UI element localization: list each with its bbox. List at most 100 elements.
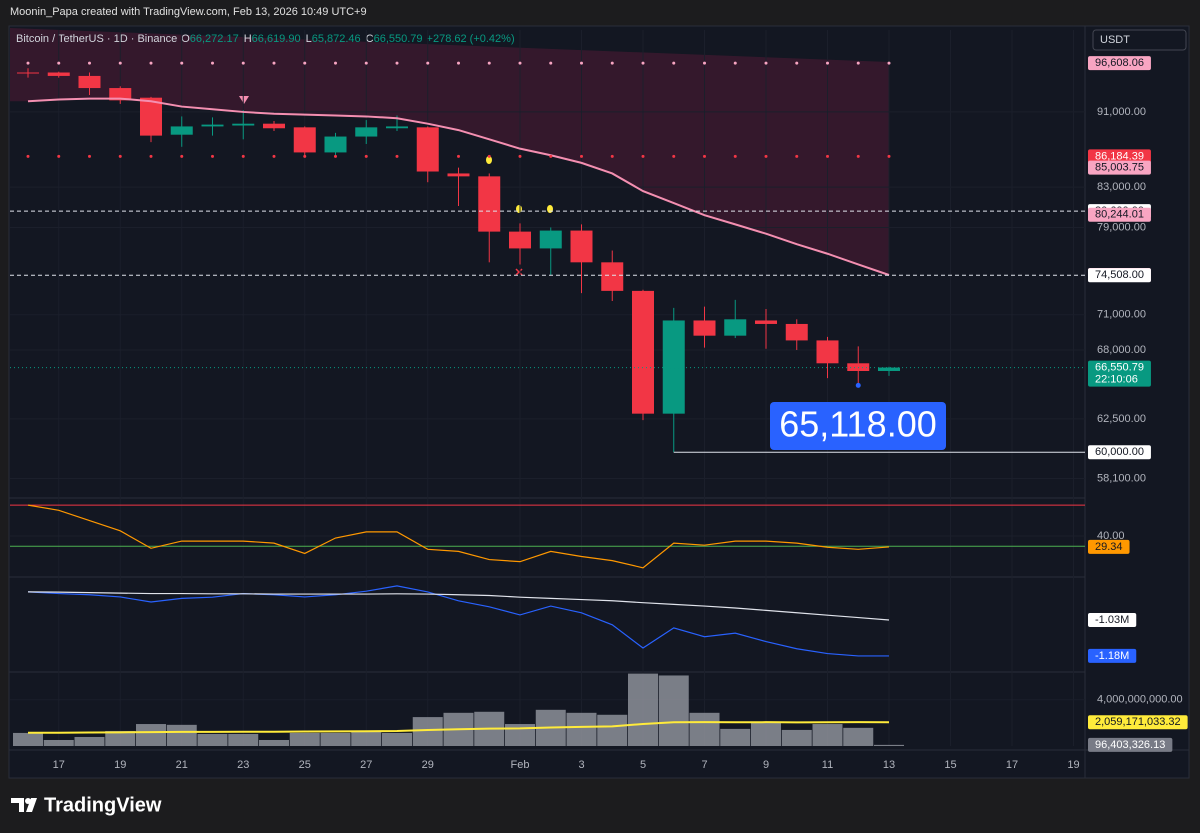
volume-bar [105,730,136,746]
candle-body [355,127,378,137]
candle-body [539,230,562,249]
logo-text: TradingView [44,794,162,816]
candle-body [324,136,347,153]
volume-bar [351,731,382,746]
countdown: 22:10:06 [1095,373,1138,385]
level-dot [26,61,30,65]
price-label-box [1088,737,1173,752]
logo-mark [25,798,31,804]
level-dot [26,154,30,158]
level-dot [795,61,799,65]
price-label-box [1088,715,1188,730]
candle-body [816,340,839,364]
y-tick-label: 91,000.00 [1097,106,1146,118]
price-label: 96,608.06 [1095,57,1144,69]
x-tick-label: 3 [578,759,584,771]
volume-average [28,721,890,734]
legend-key: O [181,33,190,45]
level-dot [826,61,829,65]
level-dot [303,154,307,158]
candle-body [570,230,593,263]
price-label-box [1088,56,1151,71]
candle-body [662,320,685,414]
x-tick-label: 25 [299,759,311,771]
volume-bar [136,724,166,746]
volume-bar [720,728,751,746]
level-dot [118,61,122,65]
level-dot [641,154,645,158]
x-tick-label: 9 [763,759,769,771]
currency[interactable]: USDT [1100,34,1130,46]
y-tick-label: 62,500.00 [1097,413,1146,425]
logo: TradingView [11,794,162,816]
level-dot [487,154,491,158]
x-tick-label: 19 [114,759,126,771]
level-dot [57,61,61,65]
legend-key: H [244,33,252,45]
level-dot [549,154,553,158]
level-dot [395,61,399,65]
x-tick-label: 17 [1006,759,1018,771]
level-dot [856,61,860,65]
level-dot [703,154,706,158]
annotation-box [770,402,946,450]
volume-bar [74,736,105,746]
candle-body [47,72,70,76]
level-dot [887,154,891,158]
volume-bar [505,724,535,746]
level-dot [364,154,368,158]
price-label: -1.18M [1095,650,1129,662]
candle-body [878,367,900,371]
price-label: -1.03M [1095,614,1129,626]
level-dot [272,61,276,65]
level-dot [57,154,61,158]
volume-bar [13,732,43,746]
level-dot [610,61,614,65]
cloud [10,28,889,275]
signal-marker [547,205,553,213]
level-dot [364,61,368,65]
price-label: 66,550.79 [1095,361,1144,373]
y-tick-label: 71,000.00 [1097,309,1146,321]
legend: Bitcoin / TetherUS · 1D · Binance O66,272… [16,33,515,45]
price-label: 80,244.01 [1095,209,1144,221]
currency-box[interactable] [1092,29,1187,51]
level-dot [764,154,768,158]
level-dot [518,61,522,65]
indicator-line [27,585,889,657]
price-label-box [1088,612,1137,627]
volume-bar [382,732,412,746]
level-dot [795,154,799,158]
x-tick-label: 23 [237,759,249,771]
price-label: 85,003.75 [1095,162,1144,174]
candle-body [632,290,654,414]
level-dot [703,61,706,65]
volume-bar [874,744,904,746]
volume-bar [751,722,781,746]
candle-body [293,127,316,153]
cloud-layer [10,28,889,275]
candle-body [170,126,193,135]
volume-bar [812,724,843,746]
price-label-box [1088,149,1151,164]
y-tick-label: 40.00 [1097,530,1125,542]
price-label: 60,000.00 [1095,446,1144,458]
volume-bar [320,732,351,746]
level-dot [672,61,676,65]
volume-bar [228,733,259,746]
x-tick-label: 29 [422,759,434,771]
x-tick-label: 15 [944,759,956,771]
y-tick-label: 68,000.00 [1097,344,1146,356]
candle-body [232,123,255,126]
level-dot [211,61,214,65]
indicator-line [27,504,890,569]
candle-body [447,173,470,177]
price-label-box [1088,648,1137,663]
candle-body [693,320,716,336]
level-dot [426,154,430,158]
price-label: 29.34 [1095,541,1123,553]
volume-bar [166,724,197,746]
candle-body [17,72,39,74]
level-dot [149,61,153,65]
